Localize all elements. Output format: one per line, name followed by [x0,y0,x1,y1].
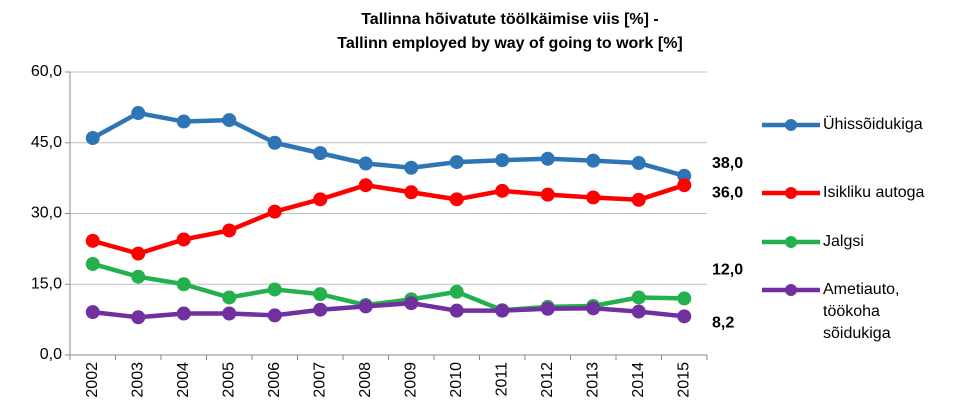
series-line [92,182,685,256]
point [540,301,555,316]
x-tick-label: 2004 [175,362,192,398]
legend-marker [785,119,797,131]
point [85,305,100,320]
value-label: 8,2 [712,315,734,332]
point [449,192,464,207]
point [222,290,237,305]
point [677,178,692,193]
y-tick-label: 60,0 [31,63,62,80]
legend-marker [785,284,797,296]
point [404,160,419,175]
point [313,192,328,207]
point [267,308,282,323]
point [131,106,146,121]
legend-label: Ühissõidukiga [823,116,923,133]
point [176,114,191,129]
point [358,156,373,171]
point [540,187,555,202]
legend-label: Ametiauto, töökoha sõidukiga [823,281,900,342]
point [176,277,191,292]
point [586,190,601,205]
point [176,232,191,247]
x-tick-label: 2008 [357,362,374,398]
x-tick-label: 2012 [539,362,556,398]
point [131,310,146,325]
point [631,290,646,305]
point [449,284,464,299]
point [222,223,237,238]
legend-label: Isikliku autoga [823,184,925,201]
point [495,303,510,318]
point [176,306,191,321]
series-line [91,110,685,178]
point [631,192,646,207]
x-tick-label: 2002 [84,362,101,398]
point [85,256,100,271]
point [404,185,419,200]
series-line [92,300,685,320]
legend-label: Jalgsi [823,233,864,250]
point [313,302,328,317]
point [358,299,373,314]
x-tick-label: 2015 [675,362,692,398]
series-line [92,261,685,313]
y-tick-label: 30,0 [31,205,62,222]
point [631,156,646,171]
point [540,151,555,166]
value-label: 12,0 [712,262,743,279]
point [313,146,328,161]
point [222,113,237,128]
x-tick-label: 2013 [584,362,601,398]
x-tick-label: 2005 [220,362,237,398]
y-tick-label: 15,0 [31,275,62,292]
point [449,303,464,318]
point [131,269,146,284]
value-label: 38,0 [712,155,743,172]
point [586,153,601,168]
point [677,291,692,306]
x-tick-label: 2007 [311,362,328,398]
point [586,301,601,316]
point [85,233,100,248]
value-label: 36,0 [712,184,743,201]
point [358,178,373,193]
point [222,306,237,321]
point [267,282,282,297]
point [85,131,100,146]
x-tick-label: 2010 [448,362,465,398]
x-tick-label: 2011 [493,362,510,397]
y-tick-label: 45,0 [31,134,62,151]
point [631,304,646,319]
point [404,296,419,311]
chart-title: Tallinna hõivatute töölkäimise viis [%] … [337,11,683,52]
point [449,155,464,170]
point [495,183,510,198]
x-tick-label: 2003 [129,362,146,398]
x-tick-label: 2009 [402,362,419,398]
point [267,204,282,219]
x-tick-label: 2014 [630,362,647,398]
legend-marker [785,187,797,199]
point [313,287,328,302]
point [131,246,146,261]
y-tick-label: 0,0 [40,346,62,363]
point [267,135,282,150]
point [677,309,692,324]
x-tick-label: 2006 [266,362,283,398]
point [495,153,510,168]
legend-marker [785,236,797,248]
